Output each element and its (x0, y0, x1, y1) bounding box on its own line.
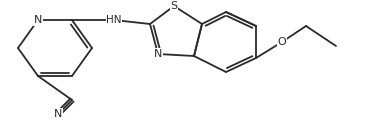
Text: N: N (54, 109, 62, 119)
Text: N: N (34, 15, 42, 25)
Text: HN: HN (106, 15, 122, 25)
Text: O: O (277, 37, 286, 47)
Text: S: S (170, 1, 178, 11)
Text: N: N (154, 49, 162, 59)
